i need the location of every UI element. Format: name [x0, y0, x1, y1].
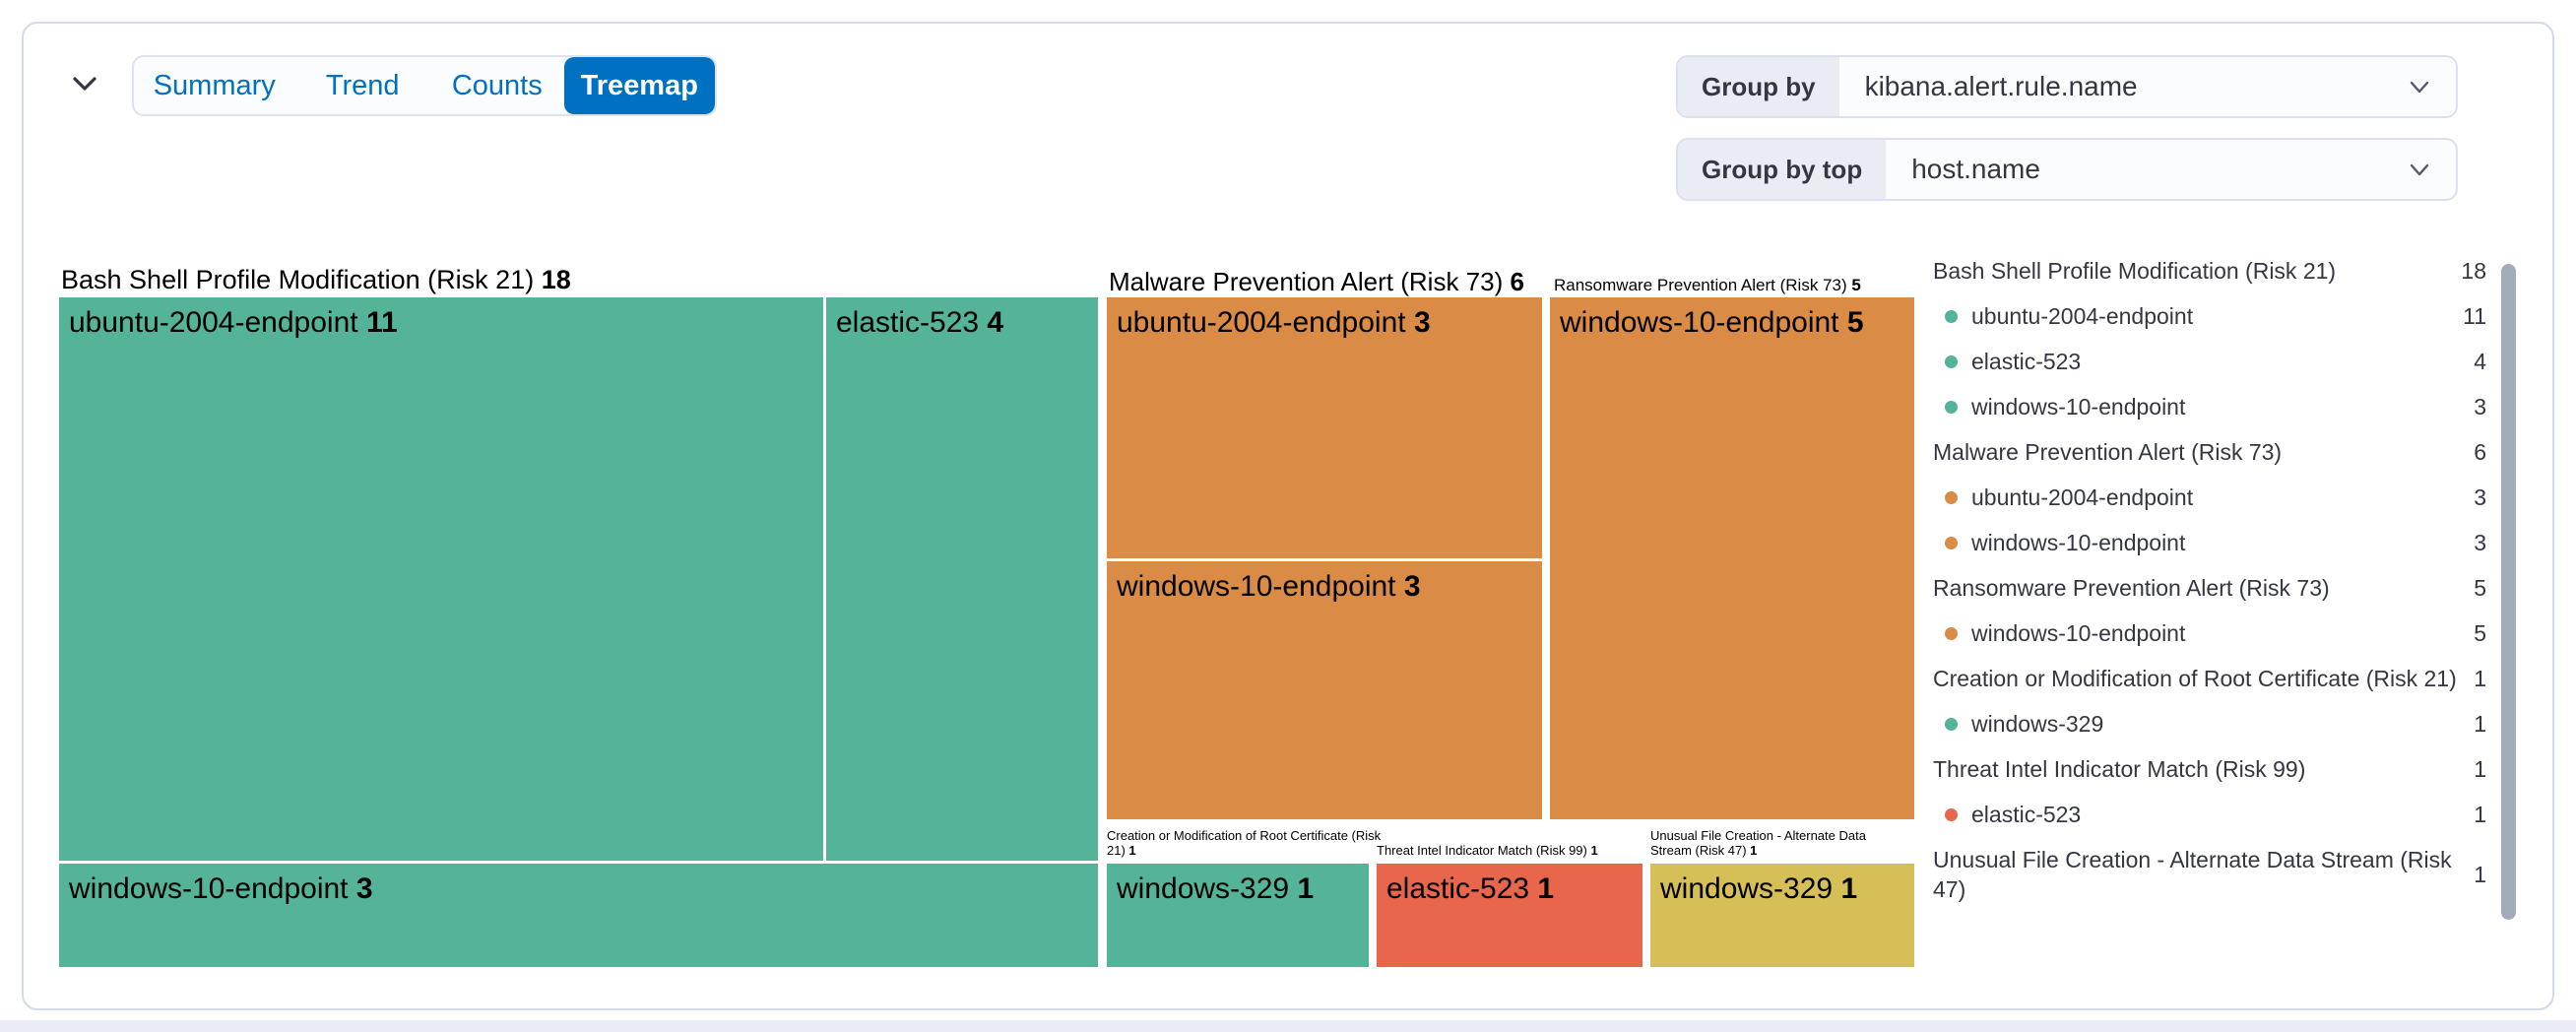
alerts-view-tab-group: Summary Trend Counts Treemap — [132, 55, 717, 116]
treemap-section-header: Creation or Modification of Root Certifi… — [1107, 828, 1382, 858]
legend-entry[interactable]: elastic-523 1 — [1933, 800, 2486, 829]
treemap-cell[interactable]: ubuntu-2004-endpoint 3 — [1107, 297, 1542, 558]
tab-counts[interactable]: Counts — [430, 57, 564, 114]
group-by-select[interactable]: Group by kibana.alert.rule.name — [1676, 55, 2458, 118]
collapse-section-button[interactable] — [65, 65, 104, 104]
legend-entry[interactable]: windows-10-endpoint 3 — [1933, 528, 2486, 557]
treemap-cell[interactable]: elastic-523 1 — [1377, 864, 1642, 967]
treemap-section-header: Ransomware Prevention Alert (Risk 73) 5 — [1554, 276, 1861, 294]
legend-entry[interactable]: Creation or Modification of Root Certifi… — [1933, 666, 2486, 691]
legend-color-dot — [1945, 536, 1958, 549]
group-by-value: kibana.alert.rule.name — [1864, 71, 2138, 101]
tab-trend[interactable]: Trend — [294, 57, 430, 114]
legend-entry[interactable]: Unusual File Creation - Alternate Data S… — [1933, 847, 2486, 902]
treemap-legend: Bash Shell Profile Modification (Risk 21… — [1933, 256, 2486, 997]
treemap-section-header: Threat Intel Indicator Match (Risk 99) 1 — [1377, 843, 1598, 858]
chevron-down-icon — [2407, 57, 2456, 116]
treemap-cell[interactable]: windows-329 1 — [1650, 864, 1914, 967]
legend-color-dot — [1945, 626, 1958, 640]
tab-treemap[interactable]: Treemap — [563, 57, 715, 114]
legend-color-dot — [1945, 807, 1958, 821]
treemap-section-header: Unusual File Creation - Alternate Data S… — [1650, 828, 1866, 858]
treemap-cell[interactable]: windows-10-endpoint 3 — [1107, 561, 1542, 819]
legend-scrollbar-thumb[interactable] — [2501, 264, 2516, 920]
group-by-label: Group by — [1678, 57, 1839, 116]
bottom-panel-divider — [0, 1020, 2576, 1032]
group-by-top-value: host.name — [1911, 154, 2040, 184]
treemap-cell[interactable]: ubuntu-2004-endpoint 11 — [59, 297, 823, 861]
tab-summary[interactable]: Summary — [134, 57, 294, 114]
legend-entry[interactable]: ubuntu-2004-endpoint 3 — [1933, 483, 2486, 512]
group-by-top-select[interactable]: Group by top host.name — [1676, 138, 2458, 201]
treemap-section-header: Malware Prevention Alert (Risk 73) 6 — [1109, 267, 1524, 296]
legend-entry[interactable]: Malware Prevention Alert (Risk 73) 6 — [1933, 439, 2486, 465]
treemap-cell[interactable]: windows-329 1 — [1107, 864, 1369, 967]
legend-color-dot — [1945, 309, 1958, 323]
treemap-cell[interactable]: elastic-523 4 — [826, 297, 1098, 861]
legend-entry[interactable]: elastic-523 4 — [1933, 347, 2486, 376]
legend-color-dot — [1945, 355, 1958, 368]
legend-entry[interactable]: Threat Intel Indicator Match (Risk 99) 1 — [1933, 756, 2486, 782]
legend-entry[interactable]: ubuntu-2004-endpoint 11 — [1933, 301, 2486, 331]
legend-entry[interactable]: windows-10-endpoint 5 — [1933, 618, 2486, 648]
legend-entry[interactable]: windows-329 1 — [1933, 709, 2486, 739]
treemap-cell[interactable]: windows-10-endpoint 3 — [59, 864, 1098, 967]
legend-color-dot — [1945, 490, 1958, 504]
legend-entry[interactable]: Bash Shell Profile Modification (Risk 21… — [1933, 258, 2486, 284]
legend-entry[interactable]: Ransomware Prevention Alert (Risk 73) 5 — [1933, 575, 2486, 601]
chevron-down-icon — [69, 68, 100, 102]
legend-color-dot — [1945, 400, 1958, 414]
group-by-top-label: Group by top — [1678, 140, 1887, 199]
treemap-cell[interactable]: windows-10-endpoint 5 — [1550, 297, 1914, 819]
legend-color-dot — [1945, 717, 1958, 731]
chevron-down-icon — [2407, 140, 2456, 199]
treemap-section-header: Bash Shell Profile Modification (Risk 21… — [61, 265, 571, 294]
legend-entry[interactable]: windows-10-endpoint 3 — [1933, 392, 2486, 421]
